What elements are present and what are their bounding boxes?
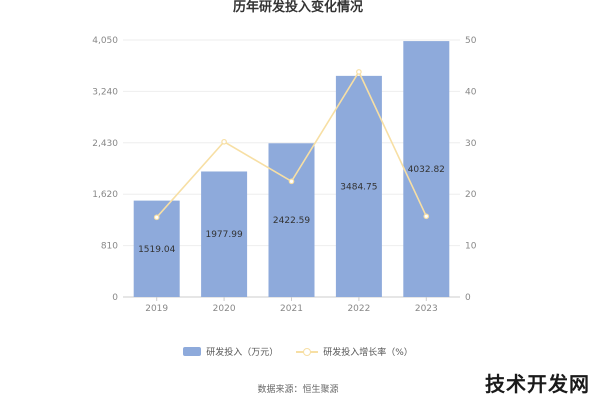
y-right-tick-label: 10 (465, 242, 477, 252)
y-left-tick-label: 1,620 (92, 190, 118, 200)
bar-data-label: 3484.75 (340, 182, 377, 192)
data-source: 数据来源：恒生聚源 (257, 385, 339, 395)
growth-point (153, 214, 160, 221)
legend-item-bar[interactable]: 研发投入（万元） (183, 345, 278, 358)
chart-title: 历年研发投入变化情况 (232, 0, 363, 15)
x-tick-label: 2022 (347, 304, 370, 314)
legend-line-swatch (296, 347, 319, 357)
growth-point (423, 213, 430, 220)
y-right-tick-label: 50 (465, 36, 477, 46)
y-left-tick-label: 4,050 (92, 36, 118, 46)
chart-legend: 研发投入（万元） 研发投入增长率（%） (0, 345, 596, 358)
y-left-tick-label: 2,430 (92, 139, 118, 149)
watermark-logo: 技术开发网 (485, 372, 590, 396)
bar (201, 171, 248, 297)
y-right-tick-label: 20 (465, 190, 477, 200)
x-tick-label: 2021 (280, 304, 303, 314)
bar-data-label: 1977.99 (205, 230, 242, 240)
x-tick-label: 2019 (145, 304, 168, 314)
bar (403, 41, 450, 298)
legend-line-label: 研发投入增长率（%） (323, 348, 413, 358)
growth-point (288, 178, 295, 185)
x-tick-label: 2020 (213, 304, 236, 314)
y-left-tick-label: 810 (101, 242, 118, 252)
x-tick-label: 2023 (415, 304, 438, 314)
bar-data-label: 2422.59 (273, 216, 310, 226)
legend-bar-swatch (183, 347, 202, 356)
y-left-tick-label: 0 (112, 293, 118, 303)
legend-item-line[interactable]: 研发投入增长率（%） (296, 345, 413, 358)
y-right-tick-label: 0 (465, 293, 471, 303)
bar-data-label: 1519.04 (138, 245, 175, 255)
y-right-tick-label: 40 (465, 87, 477, 97)
growth-point (356, 69, 362, 75)
y-left-tick-label: 3,240 (92, 87, 118, 97)
legend-bar-label: 研发投入（万元） (206, 348, 279, 358)
growth-point (221, 138, 227, 145)
chart-plot: 0 810 1,620 2,430 3,240 4,050 0 10 20 30 40 50 2019 2… (92, 36, 477, 314)
bar (268, 143, 315, 297)
y-right-tick-label: 30 (465, 139, 477, 149)
bar-data-label: 4032.82 (408, 165, 445, 175)
bar (335, 75, 382, 297)
